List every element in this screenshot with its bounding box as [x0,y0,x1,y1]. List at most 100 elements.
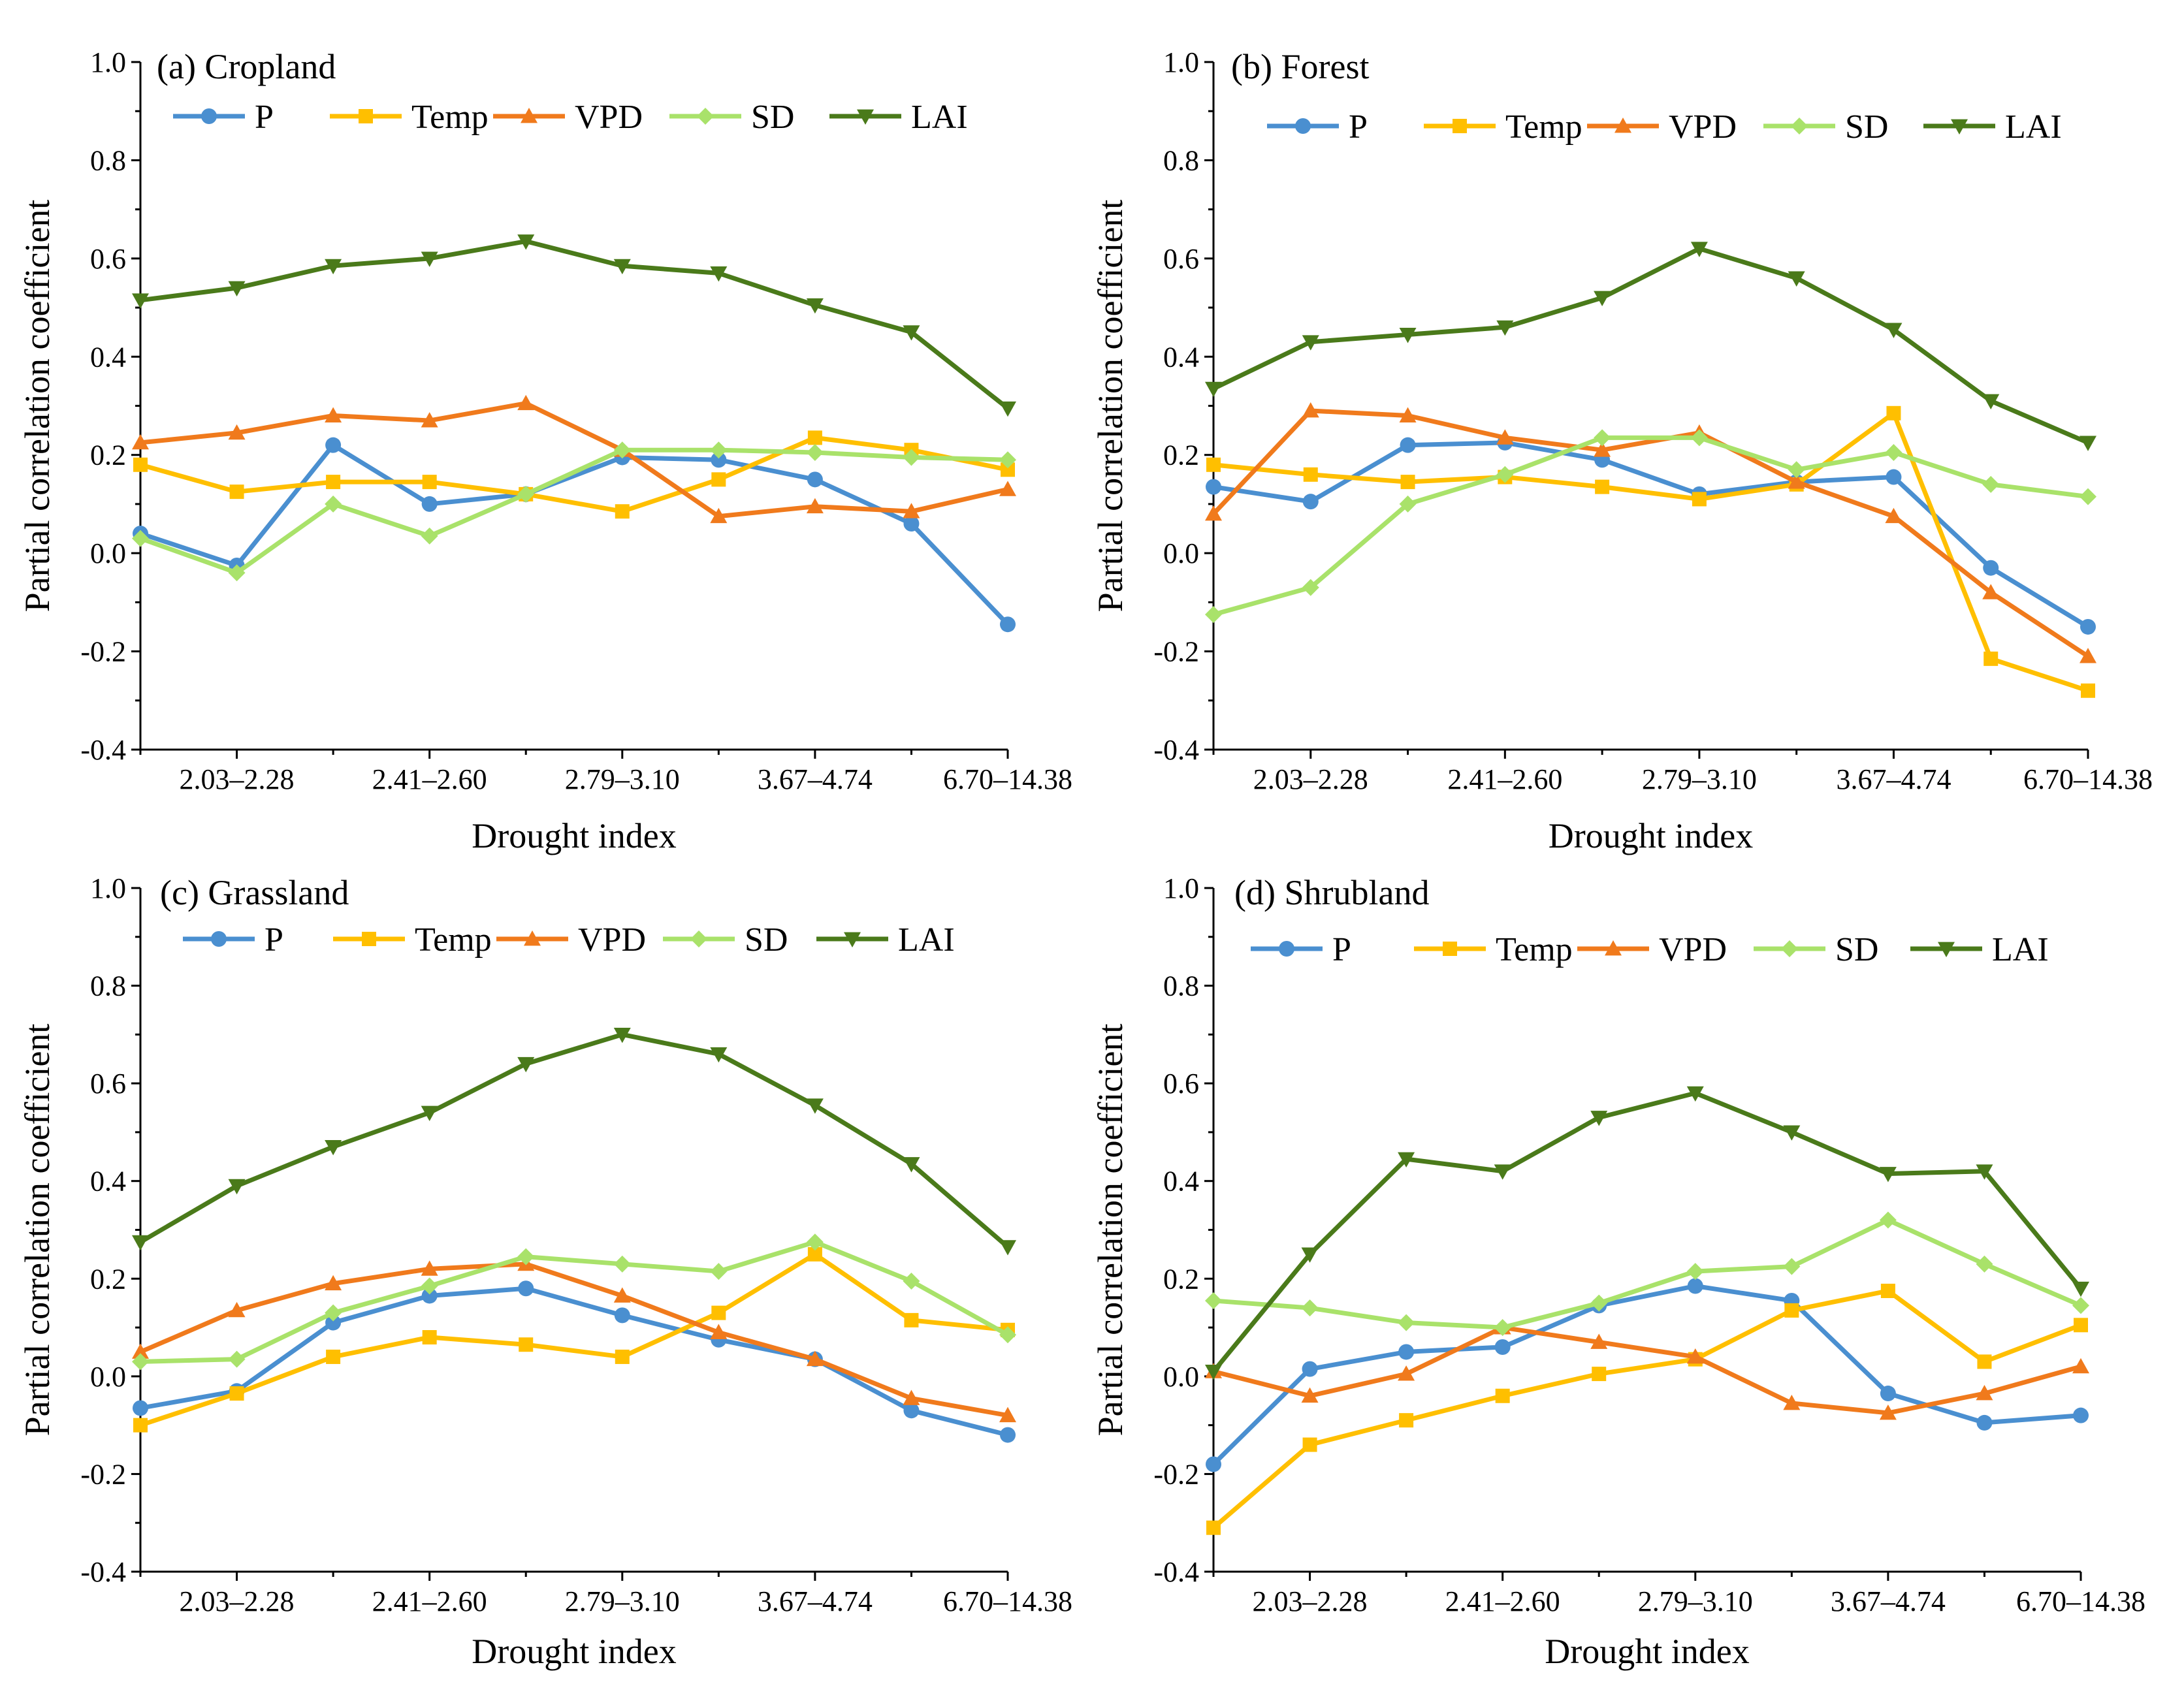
legend-marker-vpd [1614,118,1631,133]
data-point-temp [519,1337,534,1352]
series-vpd [1205,402,2096,663]
data-point-lai [903,1157,920,1173]
data-point-sd [421,527,438,545]
series-line-p [139,443,1010,626]
x-axis-title: Drought index [1545,1632,1749,1671]
series-temp [133,1246,1015,1433]
legend-item-vpd: VPD [496,921,646,959]
data-point-vpd [132,1343,149,1359]
data-point-p [807,471,823,488]
data-point-temp [1977,1354,1992,1369]
data-point-vpd [421,412,438,428]
legend-item-p: P [173,99,274,136]
data-point-p [1687,1278,1703,1294]
data-point-vpd [1398,1365,1415,1381]
data-point-lai [132,1235,149,1251]
data-point-lai [1590,1111,1608,1126]
legend-marker-sd [697,108,714,125]
legend-item-p: P [1267,108,1368,146]
series-line-sd [139,447,1008,575]
data-point-vpd [228,1301,246,1318]
legend-label: Temp [411,99,489,136]
legend-label: LAI [1992,931,2049,968]
data-point-p [421,496,438,512]
data-point-vpd [1301,1387,1319,1403]
y-tick-label: 0.8 [1163,144,1199,176]
x-tick-label: 2.03–2.28 [1253,1585,1368,1617]
series-line-temp [1213,411,2089,693]
data-point-lai [1885,323,1903,338]
series-line-p [1213,440,2089,629]
data-point-p [1206,1456,1221,1472]
legend-marker-temp [359,109,373,123]
legend-item-lai: LAI [1923,108,2062,146]
data-point-p [1983,560,1999,576]
x-tick-label: 3.67–4.74 [1831,1585,1946,1617]
data-point-sd [1398,1314,1415,1331]
data-point-vpd [806,498,824,514]
data-point-sd [1976,1255,1993,1273]
data-point-p [2080,618,2096,635]
data-point-sd [2080,488,2096,505]
legend-marker-lai [1938,942,1955,957]
data-point-sd [1982,475,2000,493]
y-tick-label: 0.8 [90,970,126,1002]
series-sd [1205,429,2096,624]
data-point-temp [711,1305,726,1320]
data-point-lai [710,266,728,282]
series-vpd [132,1255,1016,1423]
data-point-sd [1788,461,1805,479]
y-axis-title: Partial correlation coefficient [18,1024,57,1437]
x-tick-label: 2.79–3.10 [565,763,680,795]
data-point-sd [613,1255,631,1273]
data-point-vpd [2080,648,2096,663]
data-point-lai [421,1105,438,1122]
data-point-vpd [1302,402,1319,418]
y-tick-label: 0.6 [90,243,126,275]
data-point-vpd [1879,1404,1897,1420]
data-point-lai [999,401,1016,417]
y-tick-label: 0.0 [1163,1361,1199,1393]
data-point-vpd [710,507,728,524]
series-sd [1205,1211,2089,1337]
data-point-temp [1302,1437,1317,1452]
series-line-temp [1212,1288,2082,1530]
data-point-p [903,1403,920,1419]
y-tick-label: -0.2 [1153,1458,1199,1490]
series-lai [132,234,1016,417]
data-point-p [518,1280,534,1297]
data-point-p [325,1314,342,1331]
legend-item-temp: Temp [330,99,489,136]
data-point-p [133,1400,148,1416]
data-point-temp [326,475,341,490]
data-point-vpd [903,1389,920,1405]
data-point-temp [615,1349,630,1364]
series-line-p [1212,1284,2081,1466]
y-tick-label: 0.0 [90,1361,126,1393]
y-tick-label: 1.0 [90,872,126,904]
data-point-p [1494,1339,1511,1355]
data-point-temp [711,472,726,487]
y-tick-label: -0.2 [80,636,126,668]
data-point-temp [1983,651,1999,666]
x-tick-label: 6.70–14.38 [2016,1585,2145,1617]
data-point-lai [325,1139,342,1156]
y-tick-label: -0.4 [1153,1556,1199,1588]
data-point-vpd [1783,1394,1801,1410]
data-point-sd [903,1273,920,1290]
data-point-sd [710,1263,728,1280]
x-tick-label: 2.41–2.60 [1447,763,1562,795]
data-point-sd [999,451,1016,469]
series-line-sd [140,1239,1009,1364]
y-tick-label: 0.8 [1163,970,1199,1002]
x-tick-label: 3.67–4.74 [1836,763,1951,795]
y-tick-label: 0.6 [90,1068,126,1100]
data-point-sd [1783,1258,1801,1275]
data-point-lai [1398,1152,1415,1168]
data-point-sd [806,443,824,461]
data-point-lai [517,234,535,250]
data-point-p [2073,1407,2089,1423]
y-tick-label: 0.4 [1163,1166,1199,1198]
data-point-temp [1206,457,1221,472]
legend-marker-sd [1791,118,1808,135]
